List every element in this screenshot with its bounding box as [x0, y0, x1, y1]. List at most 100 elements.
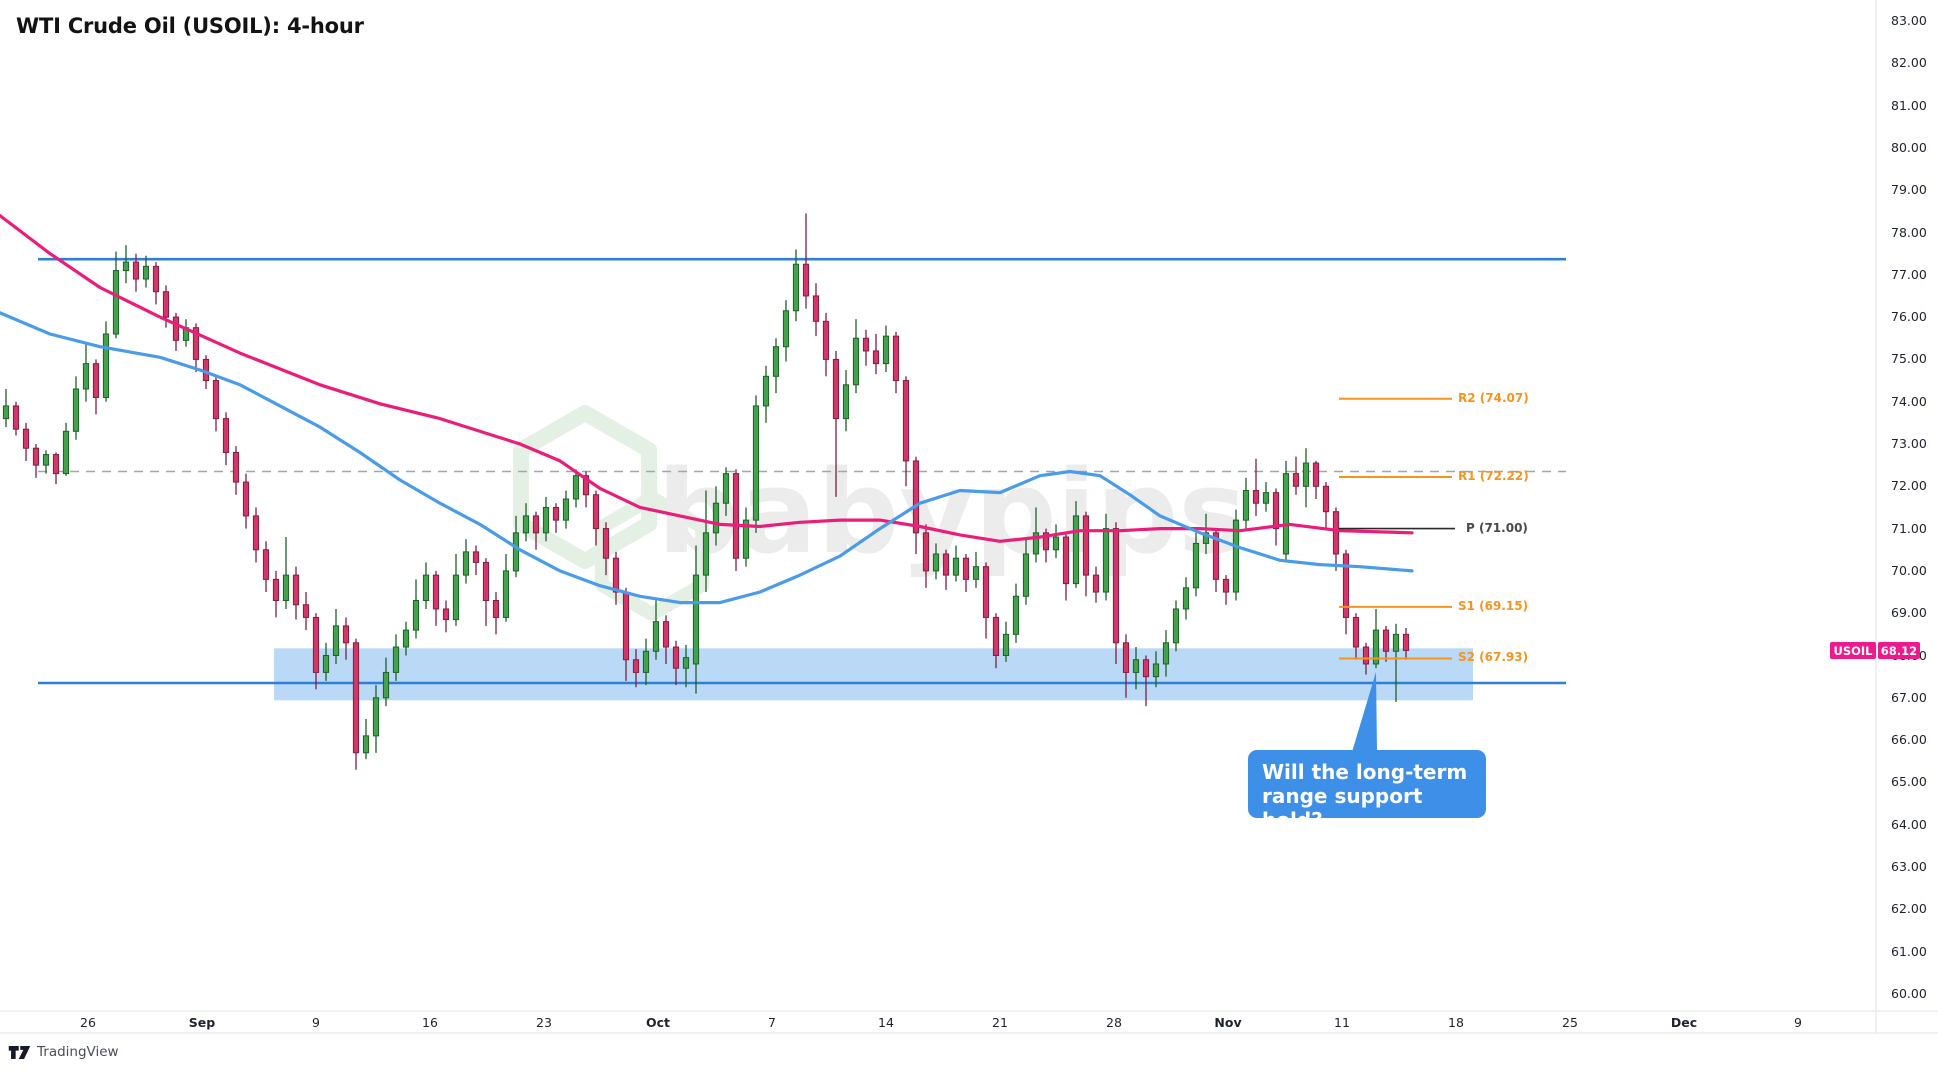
- candle-body: [82, 363, 90, 390]
- price-tick-81.00: 81.00: [1891, 97, 1927, 113]
- date-tick-16: 16: [422, 1015, 438, 1030]
- candle-body: [992, 616, 1000, 656]
- tradingview-logo[interactable]: TradingView: [8, 1044, 119, 1060]
- support-zone[interactable]: [274, 648, 1473, 701]
- candle-body: [1212, 532, 1220, 580]
- candle-body: [822, 320, 830, 360]
- candle-body: [972, 566, 980, 580]
- candle-body: [312, 616, 320, 673]
- candle-body: [212, 380, 220, 420]
- candle-body: [1112, 528, 1120, 644]
- candle-body: [652, 621, 660, 652]
- candle-body: [1012, 595, 1020, 635]
- candle-body: [1182, 587, 1190, 610]
- candle-body: [1292, 473, 1300, 487]
- candle-body: [892, 335, 900, 382]
- candle-body: [1102, 528, 1110, 593]
- annotation-pointer-icon: [1352, 672, 1377, 752]
- candle-body: [842, 384, 850, 420]
- candle-body: [1022, 553, 1030, 597]
- candle-body: [1082, 515, 1090, 576]
- candle-body: [1342, 553, 1350, 618]
- date-tick-14: 14: [878, 1015, 894, 1030]
- candle-body: [592, 494, 600, 530]
- candle-body: [422, 574, 430, 602]
- candle-body: [572, 475, 580, 500]
- candle-body: [1382, 629, 1390, 652]
- candle-body: [152, 265, 160, 293]
- candlestick-series[interactable]: [2, 213, 1410, 770]
- price-tick-70.00: 70.00: [1891, 562, 1927, 578]
- watermark-hexagon-icon: [512, 405, 658, 569]
- date-tick-26: 26: [80, 1015, 96, 1030]
- candle-body: [502, 570, 510, 618]
- candle-body: [22, 428, 30, 449]
- candle-body: [1152, 663, 1160, 678]
- candle-body: [492, 600, 500, 618]
- candle-body: [832, 358, 840, 420]
- pivot-label-S2: S2 (67.93): [1458, 650, 1529, 665]
- candle-body: [122, 261, 130, 272]
- price-tick-63.00: 63.00: [1891, 859, 1927, 874]
- date-tick-Oct: Oct: [645, 1015, 671, 1030]
- pivot-label-R2: R2 (74.07): [1458, 390, 1529, 405]
- annotation-callout[interactable]: Will the long-term range support hold?: [1248, 750, 1486, 832]
- candle-body: [282, 574, 290, 602]
- candle-body: [982, 566, 990, 618]
- candle-body: [562, 498, 570, 521]
- candle-body: [862, 337, 870, 352]
- candle-body: [42, 454, 50, 466]
- candle-body: [1322, 485, 1330, 513]
- candle-body: [612, 557, 620, 593]
- price-tick-64.00: 64.00: [1891, 816, 1927, 832]
- candle-body: [1242, 490, 1250, 521]
- candle-body: [712, 502, 720, 534]
- candle-body: [772, 346, 780, 377]
- candle-body: [132, 261, 140, 280]
- candle-body: [812, 295, 820, 322]
- candle-body: [292, 574, 300, 606]
- candle-body: [102, 333, 110, 398]
- ma-pink-line[interactable]: [0, 214, 1414, 543]
- price-tick-72.00: 72.00: [1891, 478, 1927, 494]
- candle-body: [322, 655, 330, 673]
- candle-body: [442, 608, 450, 621]
- candle-body: [1232, 519, 1240, 593]
- date-tick-Dec: Dec: [1670, 1015, 1698, 1030]
- candle-body: [482, 561, 490, 602]
- candle-body: [1362, 646, 1370, 665]
- candle-body: [782, 310, 790, 348]
- candle-body: [1132, 659, 1140, 673]
- candle-body: [902, 380, 910, 462]
- candle-body: [1002, 633, 1010, 656]
- price-tick-60.00: 60.00: [1891, 985, 1927, 1001]
- candle-body: [382, 671, 390, 699]
- candle-body: [762, 375, 770, 407]
- candle-body: [112, 270, 120, 335]
- candle-body: [642, 650, 650, 673]
- candle-body: [1332, 511, 1340, 555]
- candle-body: [1032, 532, 1040, 555]
- candle-body: [1092, 574, 1100, 593]
- price-tick-75.00: 75.00: [1891, 351, 1927, 367]
- candle-body: [662, 621, 670, 648]
- price-tick-66.00: 66.00: [1891, 732, 1927, 748]
- candle-body: [672, 646, 680, 669]
- date-tick-25: 25: [1562, 1015, 1578, 1030]
- candle-body: [702, 532, 710, 576]
- candle-body: [622, 591, 630, 661]
- candle-body: [802, 263, 810, 297]
- candle-body: [1302, 462, 1310, 487]
- price-tick-69.00: 69.00: [1891, 605, 1927, 621]
- candle-body: [272, 578, 280, 602]
- candle-body: [522, 515, 530, 534]
- date-tick-11: 11: [1334, 1015, 1350, 1030]
- candle-body: [922, 532, 930, 572]
- candle-body: [532, 515, 540, 534]
- candle-body: [2, 405, 10, 420]
- date-tick-23: 23: [536, 1015, 552, 1030]
- ma-blue-line[interactable]: [0, 311, 1414, 605]
- price-tick-80.00: 80.00: [1891, 139, 1927, 155]
- candle-body: [52, 454, 60, 475]
